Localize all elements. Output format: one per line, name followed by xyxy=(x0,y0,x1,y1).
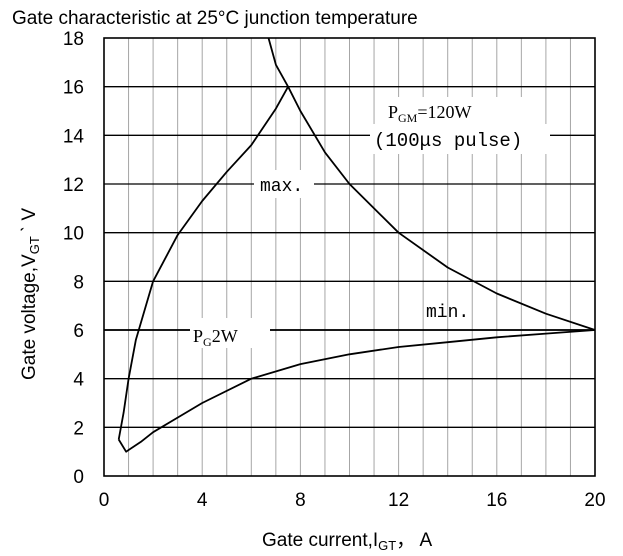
x-tick-label: 4 xyxy=(197,490,208,511)
y-tick-label: 8 xyxy=(73,272,84,293)
max-label: max. xyxy=(260,177,303,197)
x-tick-label: 20 xyxy=(584,490,605,511)
curve-layer xyxy=(104,37,596,453)
pg-label: PG2W xyxy=(193,326,238,349)
y-tick-label: 18 xyxy=(63,29,84,50)
x-axis-label: Gate current,IGT， A xyxy=(262,530,432,553)
y-tick-label: 16 xyxy=(63,78,84,99)
min-label: min. xyxy=(426,303,469,323)
y-tick-label: 2 xyxy=(73,418,84,439)
series-line xyxy=(117,329,596,453)
max-label-bg xyxy=(254,170,314,198)
y-tick-label: 10 xyxy=(63,224,84,245)
series-line xyxy=(267,37,596,331)
pgm-label-bg xyxy=(380,97,532,125)
x-tick-label: 8 xyxy=(295,490,306,511)
pgm-pulse-label-bg xyxy=(370,124,550,154)
y-tick-label: 4 xyxy=(73,370,84,391)
pgm-label: PGM=120W xyxy=(388,102,472,125)
tick-layer: 0 4 8 12 16 20 0 2 4 6 8 10 12 14 16 18 xyxy=(63,29,606,511)
series-line xyxy=(117,86,289,440)
y-tick-label: 0 xyxy=(73,467,84,488)
y-tick-label: 14 xyxy=(63,126,85,147)
plot-frame xyxy=(103,37,596,477)
x-tick-label: 12 xyxy=(388,490,409,511)
x-tick-label: 16 xyxy=(486,490,507,511)
y-tick-label: 12 xyxy=(63,175,84,196)
x-tick-label: 0 xyxy=(99,490,110,511)
pg-label-bg xyxy=(190,318,270,348)
chart-title: Gate characteristic at 25°C junction tem… xyxy=(12,8,418,29)
pgm-pulse-label: (100μs pulse) xyxy=(374,130,522,152)
y-axis-label: Gate voltage,VGTˋ V xyxy=(19,208,42,380)
annotation-layer: PGM=120W (100μs pulse) max. min. PG2W xyxy=(190,97,550,349)
y-tick-label: 6 xyxy=(73,321,84,342)
